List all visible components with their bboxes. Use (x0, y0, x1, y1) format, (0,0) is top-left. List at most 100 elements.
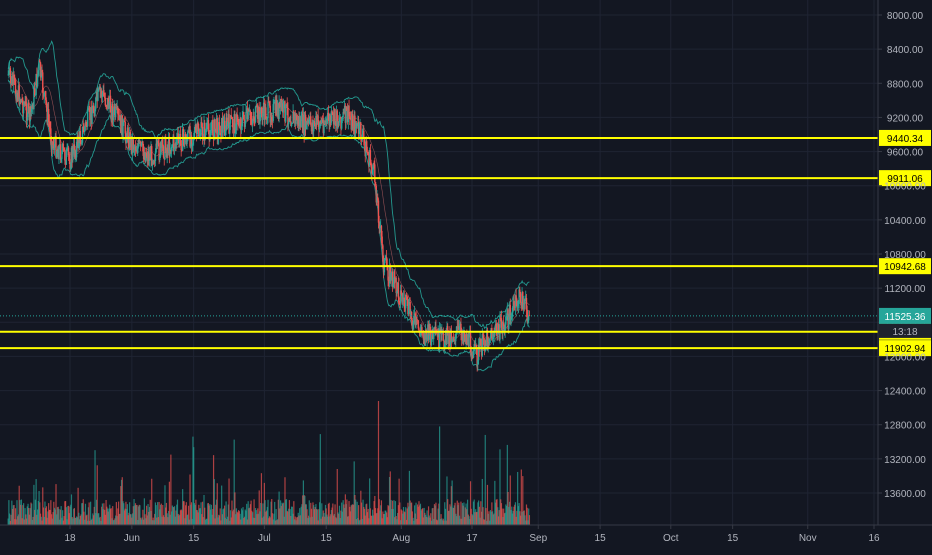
candle-body (45, 91, 47, 101)
volume-bar (526, 507, 528, 525)
volume-bar (157, 517, 159, 525)
volume-bar (191, 518, 193, 525)
candle-body (368, 154, 370, 166)
volume-bar (53, 507, 56, 525)
candle-body (341, 117, 344, 119)
price-tick-label: 13600.00 (884, 489, 926, 500)
candle-body (371, 169, 374, 175)
volume-bar (348, 501, 350, 525)
candle-body (165, 149, 168, 157)
candle-body (311, 123, 313, 132)
volume-bar (64, 501, 67, 525)
candle-body (198, 136, 201, 137)
volume-bar (336, 469, 338, 525)
volume-bar (367, 508, 369, 525)
level-label-box (879, 170, 931, 187)
candle-body (318, 121, 320, 130)
volume-bar (389, 471, 391, 525)
volume-bar (109, 504, 111, 525)
volume-bar (373, 501, 375, 525)
volume-bar (303, 495, 305, 525)
volume-bar (461, 518, 463, 525)
volume-bar (292, 513, 294, 525)
candle-body (191, 144, 193, 147)
candle-body (290, 123, 293, 127)
candle-body (465, 334, 467, 343)
candle-body (215, 118, 218, 133)
candle-body (291, 123, 294, 124)
volume-bar (380, 500, 383, 525)
candle-body (424, 329, 427, 340)
volume-bar (101, 503, 103, 525)
candle-body (46, 107, 48, 123)
volume-bar (408, 470, 411, 525)
volume-bar (31, 503, 33, 525)
volume-bar (289, 509, 291, 525)
volume-bar (140, 517, 142, 525)
candle-body (298, 116, 300, 127)
candle-body (271, 117, 273, 121)
candle-body (123, 121, 126, 122)
volume-bar (478, 500, 480, 525)
candle-body (196, 122, 199, 134)
volume-bar (284, 477, 286, 525)
candle-body (508, 304, 511, 317)
volume-bar (187, 505, 190, 525)
volume-bar (129, 514, 131, 525)
candle-body (101, 93, 104, 97)
volume-bar (34, 499, 36, 525)
candle-body (363, 138, 366, 144)
volume-bar (193, 447, 195, 525)
volume-bar (308, 500, 310, 525)
candle-body (162, 146, 165, 158)
volume-bar (468, 516, 470, 525)
volume-bar (117, 508, 119, 525)
candle-body (220, 134, 222, 137)
candle-body (335, 121, 337, 127)
volume-bar (212, 508, 214, 525)
candle-body (87, 108, 90, 110)
candle-body (234, 130, 237, 134)
candle-body (182, 129, 185, 139)
candle-body (71, 147, 73, 161)
candle-body (506, 309, 509, 316)
candle-body (304, 114, 307, 130)
volume-bar (369, 508, 371, 525)
volume-bar (214, 518, 216, 525)
volume-bar (355, 499, 357, 525)
candle-body (16, 92, 18, 102)
candle-body (155, 143, 157, 153)
volume-bar (474, 512, 476, 525)
volume-bar (171, 511, 173, 525)
candle-body (310, 116, 312, 125)
candle-body (292, 111, 294, 124)
volume-bar (145, 518, 147, 525)
candle-body (416, 319, 419, 321)
candle-body (354, 115, 356, 134)
volume-bar (506, 505, 508, 525)
volume-bar (226, 519, 228, 525)
price-axis[interactable]: 8000.00 8400.00 8800.00 9200.00 9600.00 10000… (877, 0, 931, 525)
volume-bar (14, 508, 17, 525)
volume-bar (67, 505, 70, 525)
candle-body (499, 317, 501, 340)
candle-body (470, 352, 472, 357)
candle-body (520, 302, 523, 308)
candle-body (197, 122, 199, 128)
volume-bar (61, 517, 63, 525)
candle-body (112, 110, 115, 121)
candle-body (362, 130, 364, 135)
candle-body (142, 141, 144, 152)
volume-bar (416, 519, 418, 525)
volume-bar (290, 515, 292, 525)
volume-bar (103, 503, 105, 525)
volume-bar (150, 510, 152, 525)
candle-body (482, 334, 484, 336)
volume-bar (524, 515, 526, 525)
volume-bar (192, 436, 194, 525)
volume-bar (445, 520, 447, 525)
time-axis[interactable]: 18 Jun 15 Jul 15 Aug 17 Sep 15 Oct 15 Nov 16 (0, 524, 932, 550)
